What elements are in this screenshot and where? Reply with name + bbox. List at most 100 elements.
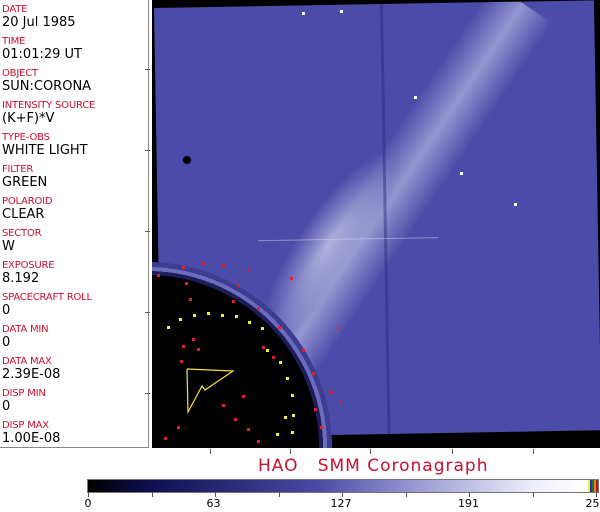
red-marker <box>182 266 185 269</box>
field-value: 8.192 <box>2 271 40 286</box>
yellow-marker <box>291 394 294 397</box>
red-marker <box>197 348 200 351</box>
field-label: DATE <box>2 4 28 15</box>
colorbar-tick <box>405 492 407 497</box>
red-marker <box>330 391 333 394</box>
colorbar-tick-label: 0 <box>84 497 92 510</box>
x-tick <box>370 449 371 454</box>
yellow-marker <box>279 361 282 364</box>
red-marker <box>314 408 317 411</box>
star <box>302 12 305 15</box>
colorbar-tick <box>151 492 153 497</box>
yellow-marker <box>266 349 269 352</box>
red-marker <box>157 274 160 277</box>
field-value: 1.00E-08 <box>2 431 61 446</box>
header-field: INTENSITY SOURCE (K+F)*V <box>2 100 95 126</box>
field-label: DATA MIN <box>2 324 49 335</box>
colorbar-tick-label: 127 <box>330 497 352 510</box>
red-marker <box>180 360 183 363</box>
field-label: DISP MAX <box>2 420 49 431</box>
field-label: DISP MIN <box>2 388 46 399</box>
header-field: DATA MIN 0 <box>2 324 49 350</box>
yellow-marker <box>286 377 289 380</box>
star <box>460 172 463 175</box>
yellow-marker <box>291 431 294 434</box>
red-marker <box>242 395 245 398</box>
field-label: SPACECRAFT ROLL <box>2 292 92 303</box>
red-marker <box>257 307 260 310</box>
header-field: EXPOSURE 8.192 <box>2 260 55 286</box>
red-marker <box>278 326 281 329</box>
y-tick <box>145 69 150 70</box>
colorbar-tick-label: 191 <box>458 497 479 510</box>
red-marker <box>290 277 293 280</box>
y-tick <box>145 231 150 232</box>
colorbar-tick <box>278 492 280 497</box>
field-value: SUN:CORONA <box>2 79 92 94</box>
colorbar-tick <box>342 492 343 497</box>
field-label: EXPOSURE <box>2 260 55 271</box>
colorbar <box>87 479 599 493</box>
red-marker <box>337 327 340 330</box>
field-label: OBJECT <box>2 68 38 79</box>
yellow-marker <box>207 312 210 315</box>
yellow-marker <box>221 314 224 317</box>
red-marker <box>339 401 342 404</box>
header-field: SECTOR W <box>2 228 42 254</box>
colorbar-tick-label: 255 <box>585 497 600 510</box>
coronagraph-image <box>152 0 600 448</box>
field-label: TYPE-OBS <box>2 132 50 143</box>
colorbar-tick <box>88 492 89 497</box>
red-marker <box>232 300 235 303</box>
header-field: TIME 01:01:29 UT <box>2 36 82 62</box>
field-value: (K+F)*V <box>2 111 55 126</box>
field-value: CLEAR <box>2 207 45 222</box>
header-field: TYPE-OBS WHITE LIGHT <box>2 132 88 158</box>
field-value: 20 Jul 1985 <box>2 15 76 30</box>
header-field: DATE 20 Jul 1985 <box>2 4 76 30</box>
x-tick <box>452 449 453 454</box>
colorbar-tick <box>596 492 597 497</box>
x-tick <box>210 449 211 454</box>
x-tick <box>290 449 291 454</box>
yellow-marker <box>292 414 295 417</box>
header-field: SPACECRAFT ROLL 0 <box>2 292 92 318</box>
field-value: 0 <box>2 303 11 318</box>
yellow-marker <box>235 315 238 318</box>
red-marker <box>164 437 167 440</box>
red-marker <box>237 284 240 287</box>
yellow-marker <box>284 416 287 419</box>
red-marker <box>222 264 225 267</box>
header-field: DISP MIN 0 <box>2 388 46 414</box>
triangle-marker <box>186 368 235 415</box>
header-field: OBJECT SUN:CORONA <box>2 68 91 94</box>
red-marker <box>192 338 195 341</box>
red-marker <box>320 426 323 429</box>
yellow-marker <box>179 318 182 321</box>
field-label: POLAROID <box>2 196 53 207</box>
red-marker <box>202 262 205 265</box>
field-value: W <box>2 239 15 254</box>
header-field: DATA MAX 2.39E-08 <box>2 356 60 382</box>
red-marker <box>177 426 180 429</box>
red-marker <box>222 404 225 407</box>
red-marker <box>272 356 275 359</box>
header-info-panel: DATE 20 Jul 1985 TIME 01:01:29 UT OBJECT SUN:… <box>0 0 149 448</box>
field-value: 0 <box>2 399 11 414</box>
red-marker <box>247 428 250 431</box>
y-tick <box>145 393 150 394</box>
red-marker <box>262 346 265 349</box>
colorbar-tick <box>215 492 216 497</box>
y-tick <box>145 312 150 313</box>
field-value: 0 <box>2 335 11 350</box>
colorbar-tick <box>532 492 534 497</box>
field-label: SECTOR <box>2 228 42 239</box>
field-label: DATA MAX <box>2 356 52 367</box>
star <box>514 203 517 206</box>
dark-spot <box>183 156 191 164</box>
red-marker <box>247 268 250 271</box>
field-label: INTENSITY SOURCE <box>2 100 96 111</box>
yellow-marker <box>167 326 170 329</box>
header-field: DISP MAX 1.00E-08 <box>2 420 60 446</box>
field-value: 2.39E-08 <box>2 367 61 382</box>
